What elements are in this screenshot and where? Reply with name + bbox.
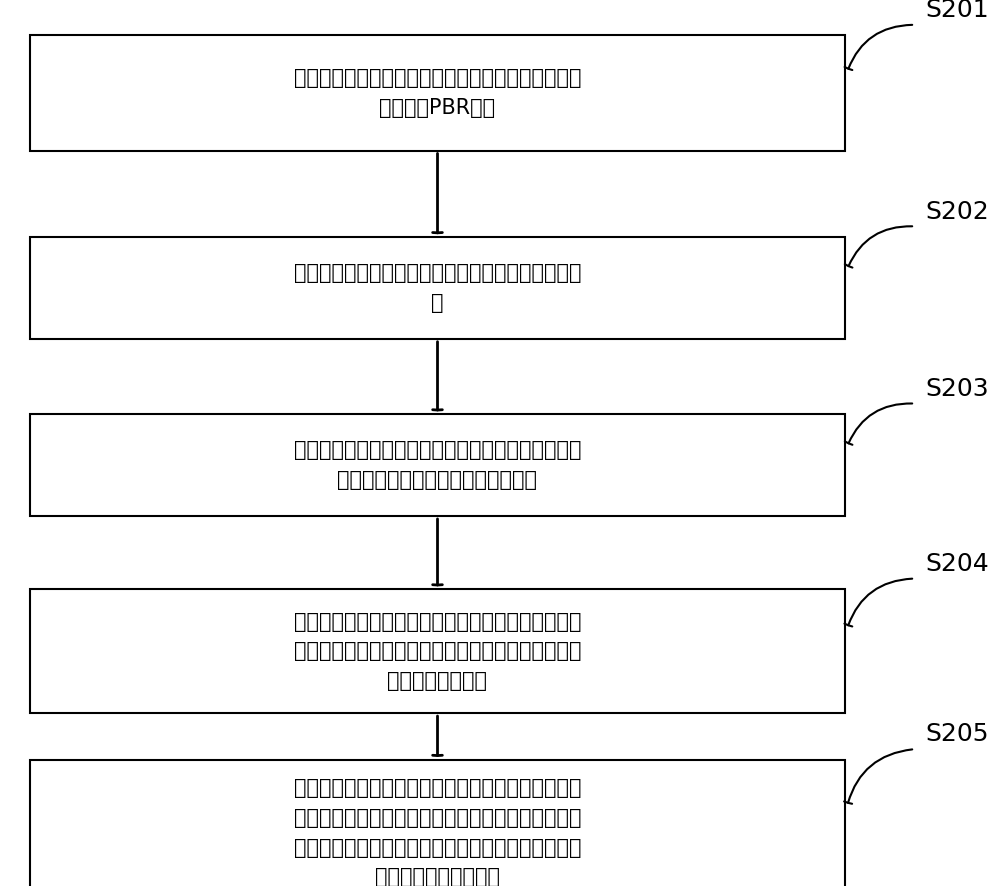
Bar <box>30 35 845 151</box>
Text: S204: S204 <box>925 552 989 576</box>
Bar <box>30 415 845 516</box>
Text: S201: S201 <box>925 0 989 22</box>
Bar <box>30 589 845 713</box>
Text: 根据预先确定的材质转换方法，将生成的三维模型材
质转化为PBR材质: 根据预先确定的材质转换方法，将生成的三维模型材 质转化为PBR材质 <box>294 68 581 118</box>
Bar <box>30 237 845 339</box>
Text: 采用浮点数量化方法对简化后三维模型的几何信息进
行离散化，以实现对三维模型的压缩: 采用浮点数量化方法对简化后三维模型的几何信息进 行离散化，以实现对三维模型的压缩 <box>294 440 581 490</box>
Text: 按照分辨率将压缩后三维模型的三角面片划分为多个
层级，每个层级包含的所有三角面片组成与该层级对
应的层级三维模型: 按照分辨率将压缩后三维模型的三角面片划分为多个 层级，每个层级包含的所有三角面片… <box>294 611 581 691</box>
Text: 将经过模型材质转化、模型简化、模型压缩以及模型
层级划分处理后的所有层级三维模型按照层级的优先
级依次传输至终端进行渲染，或传输至终端按照层级
的优先级依次进行: 将经过模型材质转化、模型简化、模型压缩以及模型 层级划分处理后的所有层级三维模型… <box>294 779 581 886</box>
Text: S205: S205 <box>925 722 988 746</box>
Text: 采用二次误差度量方法对生成的三维模型进行模型简
化: 采用二次误差度量方法对生成的三维模型进行模型简 化 <box>294 263 581 313</box>
Text: S202: S202 <box>925 199 989 223</box>
Text: S203: S203 <box>925 377 989 401</box>
Bar <box>30 759 845 886</box>
